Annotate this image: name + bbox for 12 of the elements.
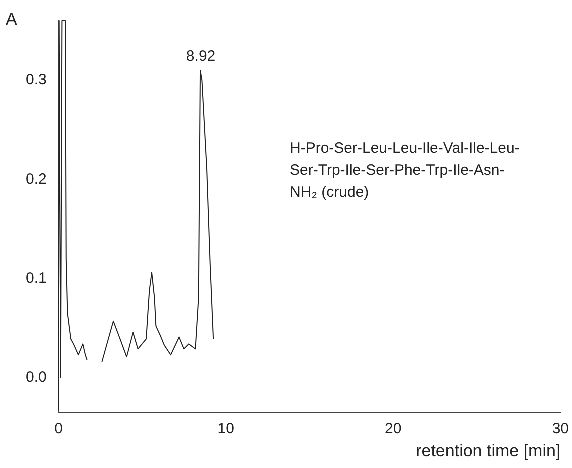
y-tick-label: 0.3 <box>26 72 47 89</box>
annotation: 8.92 <box>186 48 216 66</box>
x-tick-label: 20 <box>385 420 402 438</box>
x-tick-label: 10 <box>218 420 234 438</box>
y-tick-label: 0.2 <box>26 170 47 188</box>
x-tick-label: 0 <box>54 420 64 438</box>
y-axis-title: A <box>6 10 18 30</box>
annotation: H-Pro-Ser-Leu-Leu-Ile-Val-Ile-Leu-Ser-Trp-Ile-Ser-Phe-Trp-Ile-Asn-NH₂ (crude) <box>290 139 521 203</box>
x-axis-title: retention time [min] <box>416 441 561 460</box>
y-tick-label: 0.1 <box>26 270 47 287</box>
x-tick-label: 30 <box>552 420 569 438</box>
y-tick-label: 0.0 <box>26 369 47 386</box>
